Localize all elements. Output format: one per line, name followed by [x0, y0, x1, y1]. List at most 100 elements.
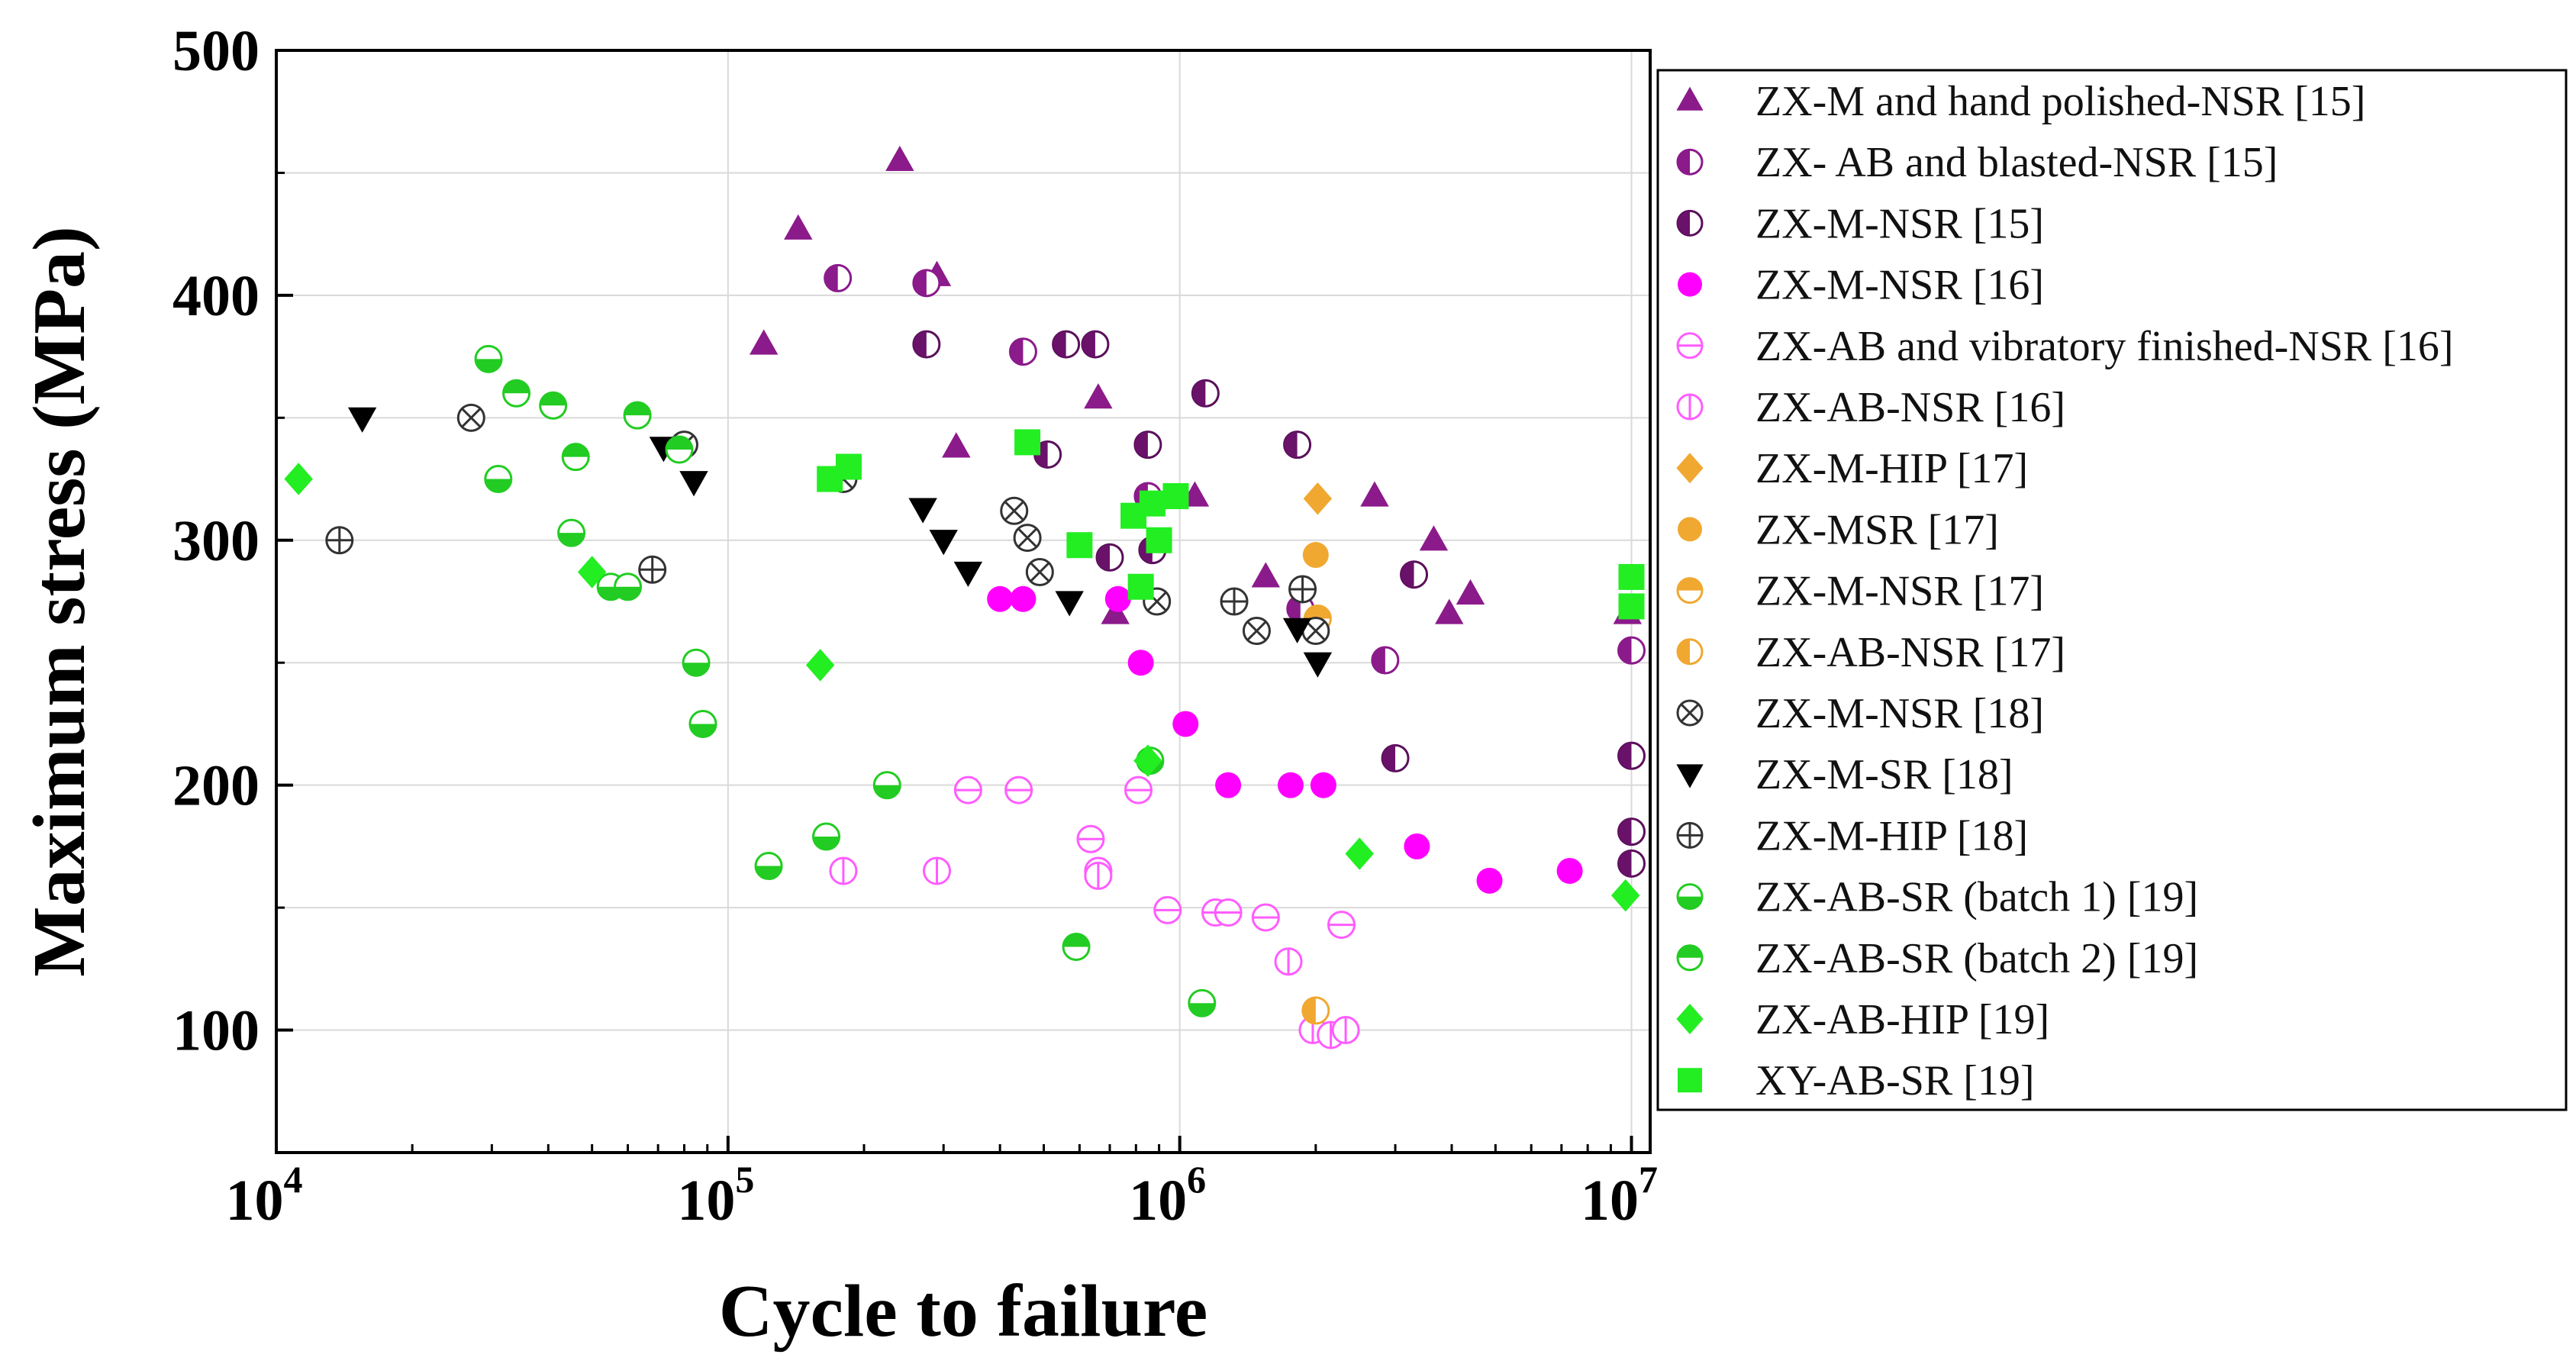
data-point [682, 648, 711, 677]
grid [276, 50, 1650, 1153]
data-point [347, 407, 377, 433]
data-point [829, 856, 858, 885]
data-point [885, 145, 914, 171]
data-point [1610, 879, 1640, 912]
data-point [1124, 776, 1153, 805]
data-point [561, 443, 590, 472]
data-points [284, 145, 1646, 1050]
data-point [805, 649, 835, 682]
x-tick-label: 107 [1581, 1158, 1658, 1233]
data-point [1381, 743, 1410, 772]
legend-marker [1676, 577, 1704, 605]
legend-label: ZX-MSR [17] [1755, 506, 1999, 553]
data-point [872, 771, 901, 800]
legend-marker [1676, 86, 1704, 111]
y-tick-label: 500 [172, 19, 260, 83]
data-point [1191, 379, 1220, 408]
data-point [623, 401, 652, 430]
legend-label: XY-AB-SR [19] [1755, 1057, 2035, 1104]
data-point [1055, 591, 1084, 617]
data-point [665, 435, 694, 464]
data-point [1095, 543, 1124, 572]
data-point [1288, 575, 1317, 604]
data-point [1220, 587, 1249, 616]
data-point [1400, 560, 1429, 589]
x-tick-base: 10 [677, 1169, 735, 1233]
legend-marker [1676, 883, 1704, 911]
data-point [1146, 527, 1172, 553]
legend-marker [1678, 1068, 1702, 1093]
x-tick-exponent: 5 [735, 1158, 754, 1201]
data-point [1081, 330, 1110, 359]
y-tick-label: 300 [172, 509, 260, 573]
data-point [908, 498, 937, 524]
data-point [1618, 563, 1645, 590]
x-tick-exponent: 6 [1187, 1158, 1206, 1201]
legend-marker [1676, 699, 1704, 727]
data-point [1008, 337, 1037, 366]
data-point [1133, 744, 1162, 777]
data-point [1133, 430, 1162, 460]
x-tick-label: 104 [226, 1158, 303, 1233]
data-point [1104, 585, 1131, 612]
data-point [1327, 911, 1356, 940]
legend-label: ZX-AB-SR (batch 1) [19] [1755, 874, 2198, 921]
legend-label: ZX-M and hand polished-NSR [15] [1755, 78, 2365, 125]
legend-entry: ZX-M and hand polished-NSR [15] [1676, 78, 2365, 125]
data-point [1303, 652, 1333, 678]
data-point [784, 214, 813, 240]
data-point [1066, 532, 1093, 559]
data-point [1617, 741, 1646, 770]
data-point [1310, 772, 1336, 798]
data-point [1014, 429, 1041, 456]
legend-label: ZX-M-HIP [17] [1755, 445, 2028, 492]
legend-frame [1656, 69, 2568, 1111]
data-point [1456, 579, 1485, 605]
legend-label: ZX-M-NSR [16] [1755, 262, 2044, 309]
data-point [1000, 496, 1029, 525]
data-point [1303, 482, 1333, 515]
x-axis-title: Cycle to failure [719, 1270, 1207, 1353]
legend-label: ZX-M-NSR [17] [1755, 568, 2044, 615]
data-point [922, 856, 951, 885]
y-tick-label: 400 [172, 264, 260, 328]
data-point [557, 518, 586, 547]
data-point [1419, 525, 1449, 551]
x-tick-base: 10 [1129, 1169, 1187, 1233]
legend-marker [1676, 944, 1704, 972]
legend-label: ZX-M-SR [18] [1755, 751, 2013, 798]
data-point [1172, 711, 1199, 737]
data-point [1127, 573, 1154, 600]
data-point [1062, 932, 1091, 961]
data-point [1277, 772, 1304, 798]
legend-entry: ZX-MSR [17] [1678, 506, 1999, 553]
data-point [1010, 585, 1037, 612]
data-point [824, 263, 853, 292]
data-point [1556, 857, 1583, 884]
legend-marker [1676, 1004, 1704, 1034]
legend-entry: ZX-M-HIP [18] [1676, 812, 2028, 859]
legend-marker [1676, 209, 1704, 237]
data-point [754, 852, 783, 881]
legend-entry: ZX-M-NSR [15] [1676, 200, 2044, 247]
data-point [1282, 618, 1312, 643]
data-point [835, 453, 862, 480]
data-point [679, 471, 708, 497]
data-point [284, 463, 313, 495]
data-point [1617, 817, 1646, 846]
legend-marker [1676, 332, 1704, 360]
x-tick-label: 106 [1129, 1158, 1206, 1233]
data-point [812, 822, 841, 851]
y-tick-label: 100 [172, 999, 260, 1063]
data-point [1345, 837, 1374, 870]
data-point [502, 379, 531, 408]
legend-marker [1678, 517, 1702, 542]
data-point [1025, 557, 1054, 586]
data-point [1435, 598, 1464, 624]
legend-entry: ZX-AB-NSR [17] [1676, 629, 2065, 676]
data-point [1052, 330, 1081, 359]
data-point [1153, 895, 1182, 924]
data-point [1004, 776, 1033, 805]
data-point [1371, 646, 1400, 675]
